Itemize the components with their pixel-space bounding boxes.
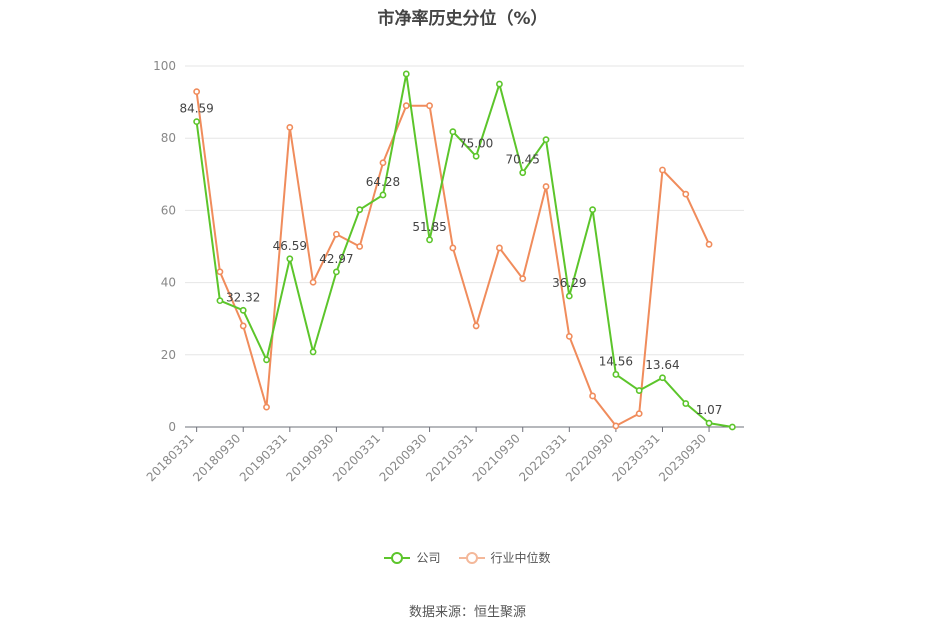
data-point-industry [496, 244, 503, 252]
data-point-industry [426, 102, 433, 110]
data-point-company [589, 206, 597, 214]
x-tick-label: 20190331 [237, 431, 290, 484]
series-line-company [195, 72, 733, 428]
data-label-company: 32.32 [226, 290, 260, 304]
data-point-company [239, 306, 247, 314]
chart-legend: 公司 行业中位数 [0, 549, 935, 566]
data-point-company [309, 348, 317, 356]
x-tick-label: 20210331 [423, 431, 476, 484]
data-point-company [286, 255, 294, 263]
data-label-company: 14.56 [599, 354, 633, 368]
x-tick-label: 20230331 [610, 431, 663, 484]
data-point-industry [542, 183, 550, 190]
data-point-industry [286, 123, 294, 131]
data-point-company [426, 236, 433, 244]
data-point-company [728, 423, 736, 431]
y-tick-label: 40 [161, 276, 176, 290]
data-source-note: 数据来源：恒生聚源 [408, 605, 526, 620]
data-point-company [356, 206, 364, 214]
y-tick-label: 100 [153, 59, 176, 73]
legend-company-label: 公司 [416, 551, 441, 565]
chart-title: 市净率历史分位（%） [377, 9, 548, 29]
data-point-industry [682, 190, 690, 198]
data-point-industry [332, 230, 340, 238]
data-point-company [379, 191, 387, 199]
data-point-industry [379, 159, 387, 167]
data-label-company: 51.85 [412, 220, 446, 234]
data-label-company: 1.07 [696, 403, 723, 417]
data-point-industry [612, 422, 620, 430]
legend-item-company[interactable]: 公司 [384, 549, 441, 566]
data-point-company [612, 371, 620, 378]
data-label-company: 46.59 [273, 239, 307, 253]
data-point-company [216, 297, 224, 305]
data-point-company [332, 268, 340, 276]
data-point-company [449, 128, 457, 136]
data-point-company [193, 118, 201, 126]
data-label-company: 36.29 [552, 276, 586, 290]
x-tick-label: 20200930 [377, 431, 430, 484]
data-point-industry [565, 332, 573, 340]
data-point-industry [239, 322, 247, 330]
data-point-company [682, 400, 690, 407]
data-label-company: 13.64 [645, 358, 679, 372]
data-point-industry [263, 403, 270, 411]
data-point-company [496, 80, 503, 88]
data-point-company [659, 374, 666, 382]
data-point-industry [589, 392, 597, 400]
data-point-industry [402, 102, 410, 110]
x-tick-label: 20200331 [330, 431, 383, 484]
data-point-industry [193, 88, 201, 96]
data-point-company [519, 169, 527, 177]
data-point-industry [356, 243, 364, 250]
data-point-industry [472, 322, 480, 330]
data-point-company [542, 136, 550, 144]
x-tick-label: 20210930 [470, 431, 523, 484]
data-point-industry [449, 244, 457, 252]
y-tick-label: 20 [161, 348, 176, 362]
data-label-company: 42.97 [319, 252, 353, 266]
data-point-industry [705, 240, 713, 248]
data-point-company [402, 70, 410, 78]
data-point-industry [659, 166, 666, 174]
x-tick-label: 20230930 [656, 431, 709, 484]
y-tick-label: 0 [168, 420, 176, 434]
data-point-industry [635, 410, 643, 418]
series-line-industry [195, 91, 711, 427]
data-point-industry [216, 268, 224, 276]
data-point-company [635, 387, 643, 394]
data-point-company [263, 356, 270, 364]
x-tick-label: 20220331 [516, 431, 569, 484]
x-tick-label: 20220930 [563, 431, 616, 484]
data-point-company [472, 152, 480, 160]
y-tick-label: 60 [161, 203, 176, 217]
data-point-industry [519, 275, 527, 283]
data-point-industry [309, 278, 317, 286]
data-label-company: 70.45 [506, 153, 540, 167]
legend-industry-marker [458, 551, 485, 564]
legend-item-industry[interactable]: 行业中位数 [458, 549, 551, 566]
x-tick-label: 20180930 [190, 431, 243, 484]
data-point-company [705, 419, 713, 427]
x-tick-label: 20180331 [144, 431, 197, 484]
data-label-company: 84.59 [179, 102, 213, 116]
y-tick-label: 80 [161, 131, 176, 145]
legend-company-marker [384, 551, 411, 564]
line-chart: 0 20 40 60 80 100 2018033120180930201903312019… [144, 59, 744, 484]
data-label-company: 64.28 [366, 175, 400, 189]
data-label-company: 75.00 [459, 136, 493, 150]
x-tick-label: 20190930 [283, 431, 336, 484]
legend-industry-label: 行业中位数 [490, 551, 551, 565]
data-point-company [565, 292, 573, 300]
